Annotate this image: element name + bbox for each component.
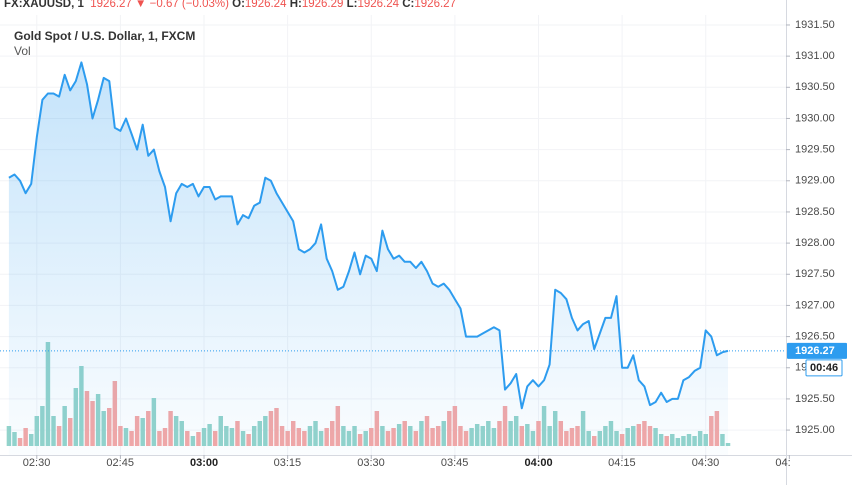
y-tick-label: 1930.00 <box>795 112 835 124</box>
close-label: C: <box>402 0 415 10</box>
symbol-header: FX:XAUUSD, 1 1926.27 ▼ −0.67 (−0.03%) O:… <box>4 0 456 10</box>
x-tick-label: 04:30 <box>692 457 720 469</box>
y-tick-label: 1931.00 <box>795 50 835 62</box>
x-tick-label: 03:45 <box>441 457 469 469</box>
y-tick-label: 1931.50 <box>795 19 835 31</box>
y-tick-label: 1929.50 <box>795 144 835 156</box>
x-tick-label: 02:45 <box>106 457 134 469</box>
time-axis <box>0 455 786 485</box>
x-tick-label: 03:30 <box>357 457 385 469</box>
countdown-badge <box>805 359 843 377</box>
area-fill <box>8 62 728 456</box>
price-line <box>8 61 729 410</box>
open-label: O: <box>232 0 245 10</box>
volume-bar <box>725 443 731 446</box>
change: −0.67 (−0.03%) <box>149 0 229 10</box>
chart-title: Gold Spot / U.S. Dollar, 1, FXCM <box>14 29 195 43</box>
x-tick-label: 04:00 <box>524 457 552 469</box>
y-tick-label: 1928.50 <box>795 206 835 218</box>
x-tick-label: 03:15 <box>274 457 302 469</box>
y-tick-label: 1927.00 <box>795 299 835 311</box>
last-price-badge <box>787 342 847 359</box>
symbol: FX:XAUUSD, 1 <box>4 0 84 10</box>
x-tick-label: 04: <box>775 457 790 469</box>
price-axis <box>786 0 852 455</box>
x-tick-label: 04:15 <box>608 457 636 469</box>
x-tick-label: 02:30 <box>23 457 51 469</box>
y-tick-label: 1929.00 <box>795 175 835 187</box>
x-tick-label: 03:00 <box>190 457 218 469</box>
open: 1926.24 <box>244 0 287 10</box>
change-arrow: ▼ <box>135 0 147 10</box>
y-tick-label: 1926.50 <box>795 330 835 342</box>
y-tick-label: 1925.50 <box>795 393 835 405</box>
high-label: H: <box>289 0 302 10</box>
last-price: 1926.27 <box>90 0 132 10</box>
close: 1926.27 <box>414 0 456 10</box>
y-tick-label: 1925.00 <box>795 424 835 436</box>
y-tick-label: 1927.50 <box>795 268 835 280</box>
low: 1926.24 <box>357 0 400 10</box>
low-label: L: <box>346 0 358 10</box>
high: 1926.29 <box>301 0 344 10</box>
countdown-label: 00:46 <box>810 362 838 374</box>
last-price-label: 1926.27 <box>795 345 835 357</box>
y-tick-label: 1930.50 <box>795 81 835 93</box>
volume-label: Vol <box>14 44 31 58</box>
y-tick-label: 1928.00 <box>795 237 835 249</box>
